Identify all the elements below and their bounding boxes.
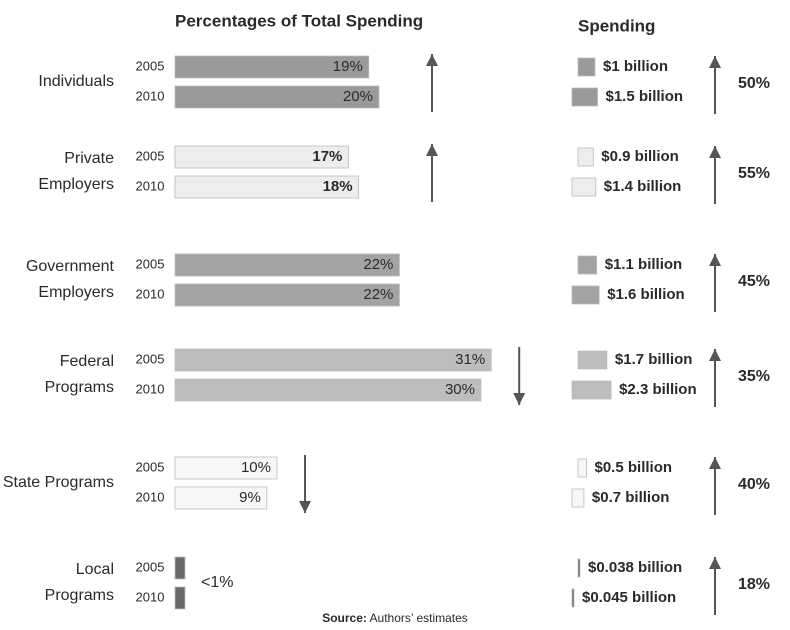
spending-bar [571,380,612,400]
year-label: 2005 [136,256,165,271]
bar [174,586,186,610]
change-arrow-head [709,457,721,469]
change-label: 40% [738,476,770,493]
change-arrow-head [709,56,721,68]
year-label: 2010 [136,381,165,396]
change-arrow-head [709,349,721,361]
spending-label: $1.4 billion [604,178,682,195]
spending-label: $1 billion [603,58,668,75]
chart-title: Percentages of Total Spending [175,11,423,30]
category-label: Federal Programs [44,353,114,396]
year-label: 2010 [136,286,165,301]
change-label: 55% [738,165,770,182]
category-label: State Programs [2,474,114,491]
spending-bar [577,255,598,275]
change-label: 50% [738,75,770,92]
spending-label: $0.038 billion [588,559,682,576]
value-label: 22% [363,286,393,303]
chart-title: Spending [578,16,655,35]
spending-bar [571,285,600,305]
bar [174,283,400,307]
year-label: 2005 [136,559,165,574]
value-label: 10% [241,459,271,476]
spending-label: $0.5 billion [595,459,673,476]
spending-label: $0.045 billion [582,589,676,606]
bar [174,348,492,372]
value-label: 18% [323,178,353,195]
spending-label: $0.9 billion [601,148,679,165]
spending-bar [577,558,581,578]
change-label: 35% [738,368,770,385]
change-arrow-head [709,254,721,266]
source-label: Source: [322,611,367,625]
source: Source: Authors’ estimates [322,611,468,625]
bar [174,456,278,480]
value-label: 20% [343,88,373,105]
category-label: Individuals [38,73,114,90]
bar [174,556,186,580]
category-label: Private Employers [38,150,114,193]
spending-label: $1.5 billion [606,88,684,105]
spending-bar [577,147,594,167]
value-label: 30% [445,381,475,398]
spending-bar [577,458,587,478]
change-arrow-head [709,146,721,158]
bar [174,486,268,510]
spending-bar [577,350,608,370]
value-label: 31% [455,351,485,368]
trend-arrow-head [513,393,526,405]
bar [174,378,482,402]
trend-arrow-head [426,144,438,156]
spending-label: $0.7 billion [592,489,670,506]
value-label: 22% [363,256,393,273]
value-label: 9% [239,489,261,506]
source-text: Authors’ estimates [370,611,468,625]
change-label: 45% [738,273,770,290]
year-label: 2005 [136,58,165,73]
value-label: 19% [333,58,363,75]
change-arrow-head [709,557,721,569]
spending-bar [577,57,596,77]
year-label: 2010 [136,589,165,604]
spending-bar [571,588,575,608]
category-label: Local Programs [44,561,114,604]
spending-label: $1.7 billion [615,351,693,368]
bar [174,85,380,109]
category-label: Government Employers [25,258,114,301]
year-label: 2005 [136,459,165,474]
spending-bar [571,177,597,197]
trend-arrow-head [299,501,311,513]
year-label: 2010 [136,178,165,193]
bar [174,145,349,169]
spending-label: $1.1 billion [605,256,683,273]
bar [174,175,360,199]
bar [174,55,370,79]
change-label: 18% [738,576,770,593]
spending-bar [571,87,598,107]
value-label: 17% [312,148,342,165]
year-label: 2005 [136,148,165,163]
spending-bar [571,488,585,508]
year-label: 2005 [136,351,165,366]
year-label: 2010 [136,489,165,504]
year-label: 2010 [136,88,165,103]
value-label: <1% [201,574,233,591]
trend-arrow-head [426,54,438,66]
spending-label: $1.6 billion [607,286,685,303]
bar [174,253,400,277]
spending-label: $2.3 billion [619,381,697,398]
